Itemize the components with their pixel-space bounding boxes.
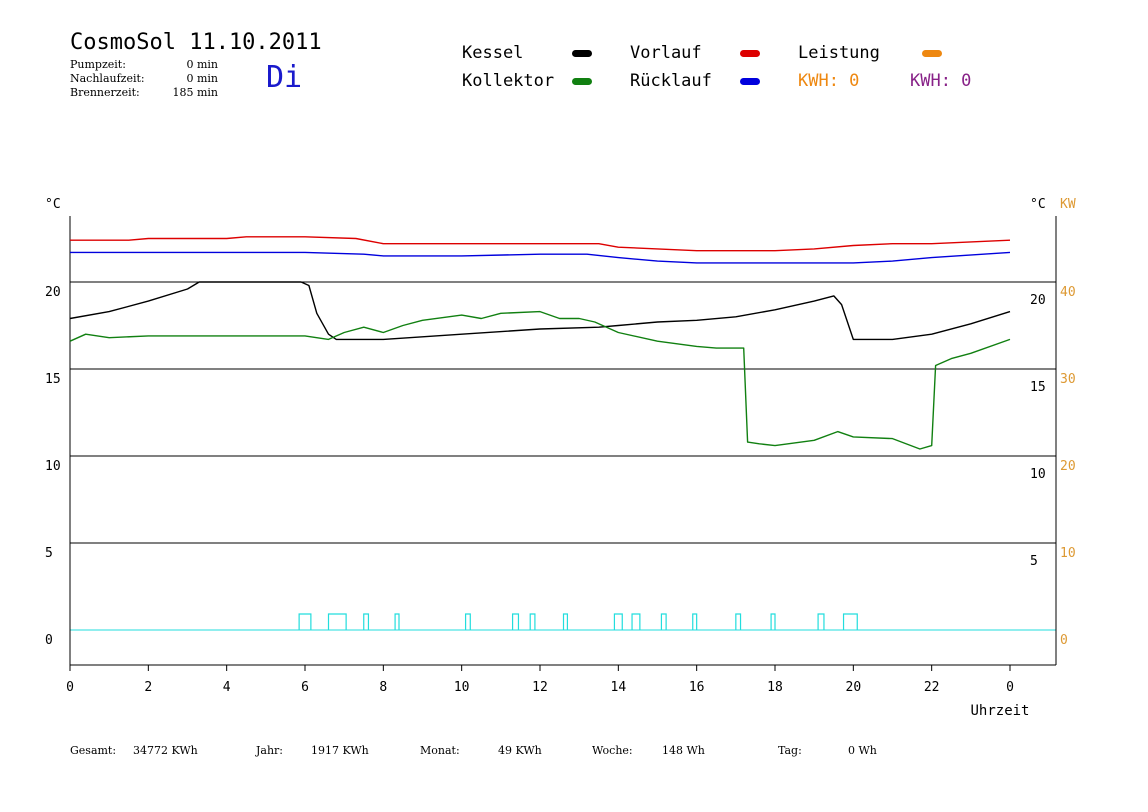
- left-tick-label: 0: [45, 633, 53, 648]
- pump-pulse: [692, 613, 698, 630]
- axis-labels: 0 2 4 6 8 10 12 14 16 18 20 22 0 Uhrzeit °C 20 15 10 5 0 °C 2…: [45, 197, 1076, 719]
- pump-pulse: [327, 613, 347, 630]
- legend-kollektor-swatch: [572, 78, 592, 85]
- legend-ruecklauf-swatch: [740, 78, 760, 85]
- power-tick-label: 20: [1060, 459, 1076, 474]
- info-pumpzeit-value: 0 min: [186, 58, 218, 71]
- x-axis-title: Uhrzeit: [970, 703, 1029, 719]
- x-tick-label: 6: [301, 680, 309, 695]
- x-tick-label: 0: [1006, 680, 1014, 695]
- legend-kessel-swatch: [572, 50, 592, 57]
- pump-pulse: [770, 613, 776, 630]
- info-brennerzeit-label: Brennerzeit:: [70, 86, 140, 99]
- footer-tag-label: Tag:: [778, 744, 802, 757]
- x-tick-label: 12: [532, 680, 548, 695]
- info-brennerzeit-value: 185 min: [172, 86, 218, 99]
- legend-kwh-second: KWH: 0: [910, 71, 972, 91]
- legend-ruecklauf-label: Rücklauf: [630, 71, 712, 91]
- x-tick-label: 16: [689, 680, 705, 695]
- x-tick-label: 0: [66, 680, 74, 695]
- footer-tag-value: 0 Wh: [848, 744, 877, 757]
- power-tick-label: 0: [1060, 633, 1068, 648]
- series-line-kollektor: [69, 310, 1011, 450]
- info-nachlaufzeit-value: 0 min: [186, 72, 218, 85]
- footer-gesamt-label: Gesamt:: [70, 744, 117, 757]
- grid-lines: [70, 281, 1056, 631]
- left-tick-label: 20: [45, 285, 61, 300]
- power-tick-label: 30: [1060, 372, 1076, 387]
- series-line-vorlauf: [70, 236, 1011, 252]
- right-temp-tick-label: 5: [1030, 554, 1038, 569]
- footer-woche-value: 148 Wh: [662, 744, 705, 757]
- right-temp-tick-label: 15: [1030, 380, 1046, 395]
- legend-kwh-leistung: KWH: 0: [798, 71, 860, 91]
- footer-jahr-label: Jahr:: [256, 744, 284, 757]
- legend-vorlauf-label: Vorlauf: [630, 43, 702, 63]
- left-tick-label: 5: [45, 546, 53, 561]
- pump-pulse: [511, 613, 520, 630]
- pump-pulse: [735, 613, 742, 630]
- right-temp-tick-label: 10: [1030, 467, 1046, 482]
- legend-vorlauf-swatch: [740, 50, 760, 57]
- power-tick-label: 10: [1060, 546, 1076, 561]
- left-tick-label: 15: [45, 372, 61, 387]
- x-tick-label: 4: [223, 680, 231, 695]
- footer-monat-value: 49 KWh: [498, 744, 542, 757]
- pump-pulse: [660, 613, 667, 630]
- footer-gesamt-value: 34772 KWh: [133, 744, 198, 757]
- x-tick-label: 8: [379, 680, 387, 695]
- x-tick-label: 22: [924, 680, 940, 695]
- pump-pulse: [613, 613, 623, 630]
- pump-pulse: [562, 613, 569, 630]
- chart-title: CosmoSol 11.10.2011: [70, 30, 322, 55]
- x-tick-label: 2: [144, 680, 152, 695]
- pump-pulses: [298, 613, 858, 630]
- power-axis-unit: KW: [1060, 197, 1076, 212]
- pump-pulse: [842, 613, 858, 630]
- power-tick-label: 40: [1060, 285, 1076, 300]
- pump-pulse: [529, 613, 536, 630]
- info-pumpzeit-label: Pumpzeit:: [70, 58, 126, 71]
- legend-leistung-label: Leistung: [798, 43, 880, 63]
- pump-pulse: [394, 613, 400, 630]
- x-tick-label: 14: [611, 680, 627, 695]
- info-nachlaufzeit-label: Nachlaufzeit:: [70, 72, 145, 85]
- footer-jahr-value: 1917 KWh: [311, 744, 369, 757]
- pump-pulse: [298, 613, 312, 630]
- legend-kollektor-label: Kollektor: [462, 71, 555, 91]
- left-tick-label: 10: [45, 459, 61, 474]
- x-tick-label: 10: [454, 680, 470, 695]
- right-axis-unit: °C: [1030, 197, 1046, 212]
- series-lines: [69, 236, 1011, 450]
- weekday-label: Di: [266, 60, 303, 95]
- footer-woche-label: Woche:: [592, 744, 633, 757]
- x-tick-label: 18: [767, 680, 783, 695]
- series-line-ruecklauf: [70, 251, 1011, 264]
- axes: [69, 216, 1057, 671]
- pump-pulse: [631, 613, 641, 630]
- legend-leistung-swatch: [922, 50, 942, 57]
- pump-pulse: [363, 613, 370, 630]
- footer-monat-label: Monat:: [420, 744, 460, 757]
- series-line-kessel: [69, 281, 1011, 341]
- legend-kessel-label: Kessel: [462, 43, 524, 63]
- pump-pulse: [464, 613, 471, 630]
- left-axis-unit: °C: [45, 197, 61, 212]
- x-tick-label: 20: [846, 680, 862, 695]
- pump-pulse: [817, 613, 825, 630]
- right-temp-tick-label: 20: [1030, 293, 1046, 308]
